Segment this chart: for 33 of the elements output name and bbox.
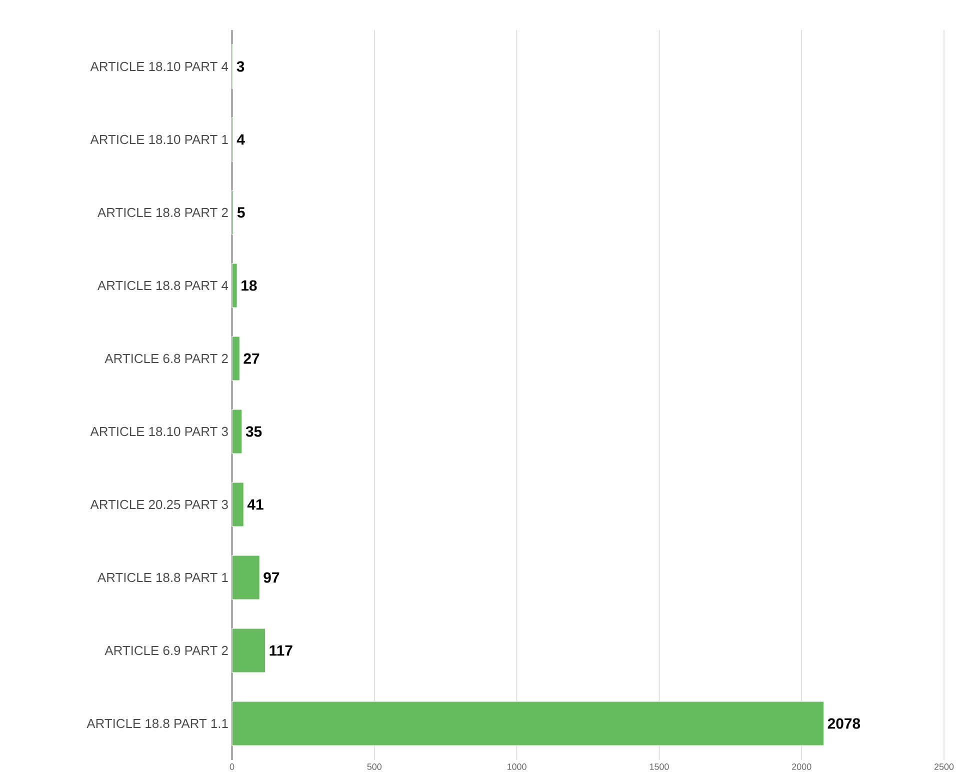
y-tick-label: ARTICLE 18.10 PART 1: [90, 134, 228, 144]
bar: [232, 701, 824, 746]
data-label: 41: [247, 499, 264, 510]
y-tick-label: ARTICLE 18.10 PART 4: [90, 62, 228, 72]
y-tick-label: ARTICLE 18.8 PART 4: [97, 280, 228, 290]
data-label: 97: [264, 572, 280, 583]
y-tick-label: ARTICLE 18.8 PART 2: [97, 208, 228, 218]
bar: [232, 263, 238, 308]
data-label: 18: [242, 280, 257, 291]
bar: [232, 336, 240, 381]
x-tick-label: 1000: [508, 764, 526, 770]
data-label: 3: [236, 61, 244, 72]
x-tick-label: 500: [367, 764, 382, 770]
data-label: 4: [236, 134, 245, 145]
bar: [232, 555, 260, 600]
data-label: 35: [246, 426, 262, 437]
bar: [232, 628, 266, 673]
x-tick-label: 0: [230, 764, 234, 770]
data-label: 117: [270, 645, 292, 656]
x-tick-label: 2500: [934, 764, 954, 770]
x-tick-label: 2000: [792, 764, 812, 770]
data-label: 27: [244, 353, 260, 364]
x-tick-label: 1500: [650, 764, 669, 770]
y-tick-label: ARTICLE 6.9 PART 2: [104, 646, 228, 656]
y-tick-label: ARTICLE 6.8 PART 2: [104, 354, 228, 364]
bar: [232, 409, 242, 454]
y-tick-label: ARTICLE 20.25 PART 3: [90, 500, 228, 510]
data-label: 2078: [828, 718, 860, 729]
bar: [232, 482, 244, 527]
y-tick-label: ARTICLE 18.8 PART 1.1: [86, 718, 228, 728]
y-tick-label: ARTICLE 18.10 PART 3: [90, 426, 228, 436]
y-tick-label: ARTICLE 18.8 PART 1: [97, 572, 228, 582]
data-label: 5: [237, 207, 245, 218]
